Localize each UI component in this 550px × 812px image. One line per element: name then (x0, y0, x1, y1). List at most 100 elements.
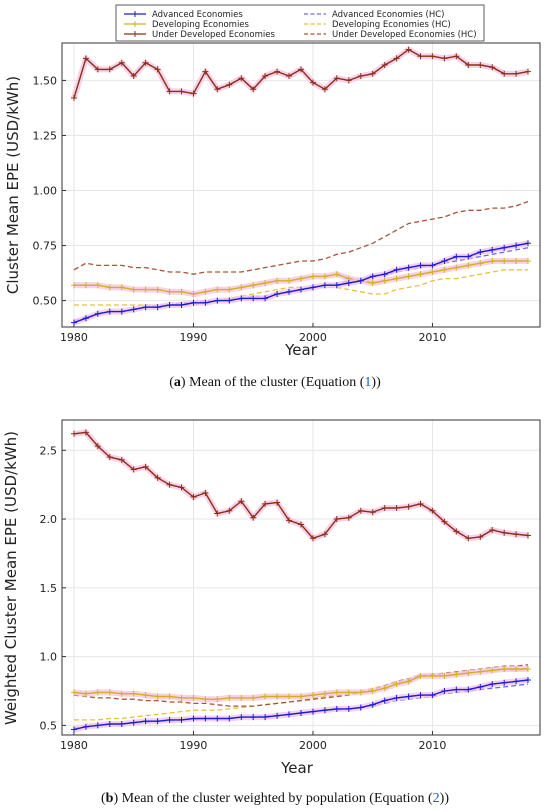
series-developing-economies (71, 666, 531, 703)
data-point (465, 62, 472, 68)
data-point (286, 73, 292, 79)
data-point (154, 474, 161, 481)
data-point (441, 266, 448, 273)
data-point (166, 481, 173, 488)
legend-label: Under Developed Economies (HC) (332, 30, 477, 40)
y-tick-label: 0.75 (33, 240, 58, 253)
data-point (525, 258, 531, 264)
data-point (429, 53, 436, 60)
data-point (369, 701, 376, 708)
data-point (154, 286, 161, 293)
data-point (429, 507, 436, 514)
data-point (357, 73, 364, 79)
chart-a-ylabel: Cluster Mean EPE (USD/kWh) (4, 76, 22, 294)
data-point (477, 533, 484, 540)
data-point (118, 308, 125, 315)
data-point (465, 253, 472, 260)
data-point (405, 693, 412, 700)
data-point (202, 489, 209, 496)
legend-entry: Developing Economies (HC) (304, 20, 451, 30)
data-point (226, 507, 233, 514)
data-point (477, 668, 484, 675)
data-point (345, 77, 352, 84)
data-point (130, 719, 137, 726)
x-tick-label: 1980 (60, 739, 88, 752)
data-point (226, 286, 233, 293)
data-point (130, 690, 137, 697)
data-point (417, 262, 424, 269)
data-point (489, 667, 496, 674)
data-point (357, 704, 364, 711)
data-point (417, 53, 424, 60)
legend-marker (132, 21, 138, 27)
data-point (453, 264, 460, 271)
data-point (310, 284, 316, 291)
data-point (417, 672, 424, 679)
data-point (274, 693, 281, 700)
data-point (274, 68, 281, 75)
data-point (465, 535, 472, 542)
data-point (118, 59, 125, 66)
data-point (94, 66, 101, 73)
data-point (369, 70, 376, 77)
data-point (513, 242, 520, 249)
data-point (357, 689, 364, 696)
data-point (166, 288, 173, 295)
data-point (250, 282, 257, 289)
legend-entry: Under Developed Economies (HC) (304, 30, 477, 40)
data-point (142, 304, 149, 311)
data-point (82, 429, 89, 436)
data-point (525, 666, 531, 672)
data-point (190, 694, 197, 701)
series-band (72, 240, 529, 326)
data-point (166, 716, 173, 723)
data-point (190, 90, 197, 97)
series-advanced-economies (71, 240, 531, 326)
data-point (262, 714, 269, 721)
data-point (453, 253, 460, 260)
data-point (310, 273, 316, 280)
y-tick-label: 2.5 (40, 444, 58, 457)
data-point (154, 66, 161, 73)
data-point (501, 529, 508, 536)
data-point (489, 681, 496, 688)
data-point (178, 288, 185, 295)
data-point (357, 507, 364, 514)
data-point (441, 55, 448, 62)
series-line (73, 200, 529, 275)
data-point (202, 715, 209, 722)
data-point (142, 463, 149, 470)
y-tick-label: 0.50 (33, 295, 58, 308)
legend-entry: Under Developed Economies (124, 30, 275, 40)
data-point (525, 68, 531, 75)
data-point (178, 88, 185, 95)
data-point (71, 95, 77, 101)
data-point (441, 518, 448, 525)
data-point (310, 708, 316, 715)
data-point (262, 295, 269, 302)
data-point (441, 672, 448, 679)
data-point (214, 696, 221, 703)
data-point (118, 284, 125, 291)
data-point (214, 715, 221, 722)
data-point (393, 681, 400, 688)
data-point (393, 505, 400, 511)
data-point (178, 694, 185, 701)
data-point (274, 499, 281, 506)
data-point (71, 282, 77, 289)
data-point (106, 66, 113, 73)
data-point (429, 269, 436, 275)
data-point (513, 531, 520, 538)
data-point (477, 683, 484, 690)
chart-b-xlabel: Year (280, 759, 314, 777)
series-line (73, 664, 529, 707)
chart-b-ylabel: Weighted Cluster Mean EPE (USD/kWh) (2, 431, 20, 725)
series-under-developed-economies-hc (73, 664, 529, 707)
data-point (381, 277, 388, 284)
data-point (321, 86, 328, 93)
chart-a-xlabel: Year (284, 341, 318, 359)
series-advanced-economies (71, 677, 531, 733)
data-point (130, 306, 137, 313)
data-point (250, 86, 257, 93)
data-point (286, 288, 292, 295)
